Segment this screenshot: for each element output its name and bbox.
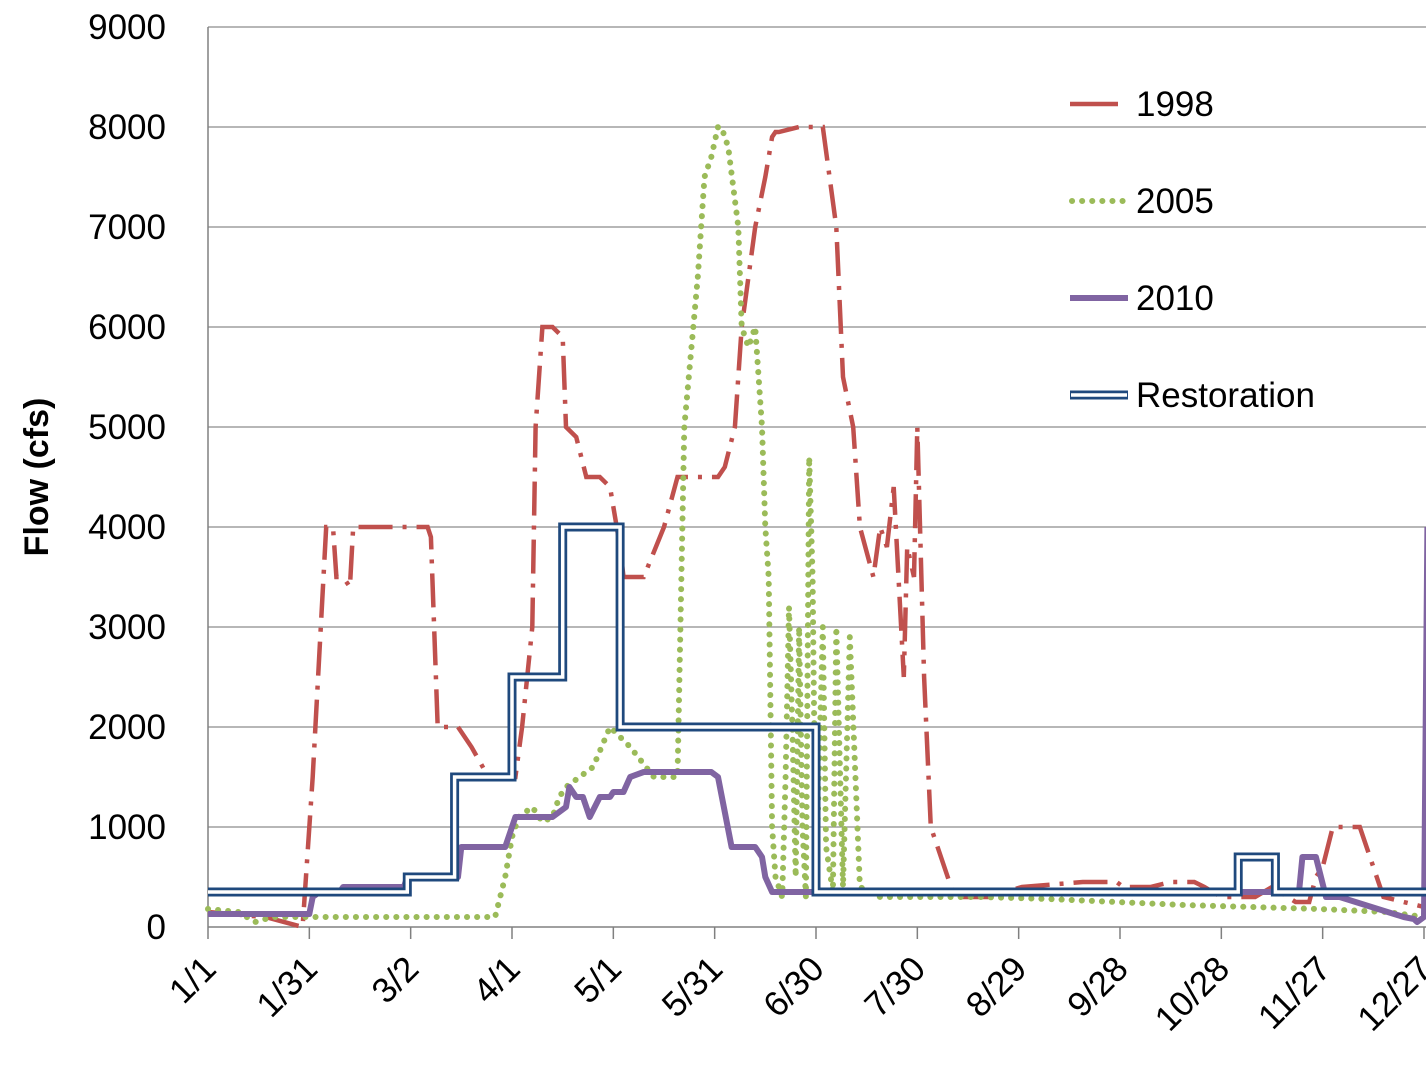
- series-1998-line: [207, 124, 1425, 930]
- x-tick-label: 1/31: [249, 949, 325, 1025]
- legend: 1998 2005 2010 Restoration: [1069, 85, 1315, 415]
- y-tick-label: 3000: [88, 608, 166, 647]
- y-tick-label: 1000: [88, 808, 166, 847]
- y-tick-label: 6000: [88, 308, 166, 347]
- x-tick-label: 10/28: [1147, 949, 1237, 1039]
- y-tick-label: 2000: [88, 708, 166, 747]
- x-tick-label: 11/27: [1251, 949, 1339, 1037]
- series-restoration-line-inner: [208, 525, 1426, 894]
- x-tick-labels: 1/1 1/31 3/2 4/1 5/1 5/31 6/30 7/30 8/29 9/28 10/2…: [162, 927, 1426, 1039]
- y-tick-label: 5000: [88, 408, 166, 447]
- y-tick-label: 0: [147, 908, 166, 947]
- y-tick-labels: 0 1000 2000 3000 4000 5000 6000 7000 8000 9000: [88, 8, 166, 947]
- legend-label-restoration: Restoration: [1136, 376, 1315, 415]
- x-tick-label: 3/2: [364, 949, 426, 1011]
- y-tick-label: 9000: [88, 8, 166, 47]
- legend-label-1998: 1998: [1136, 85, 1214, 124]
- x-tick-label: 8/29: [959, 949, 1035, 1025]
- x-tick-label: 9/28: [1060, 949, 1136, 1025]
- x-tick-label: 7/30: [857, 949, 933, 1025]
- x-tick-label: 5/31: [655, 949, 731, 1025]
- series-lines: [205, 124, 1426, 930]
- x-tick-label: 12/27: [1350, 949, 1426, 1039]
- gridlines: [208, 26, 1426, 828]
- legend-label-2005: 2005: [1136, 182, 1214, 221]
- y-tick-label: 7000: [88, 208, 166, 247]
- x-tick-label: 5/1: [567, 949, 629, 1011]
- x-tick-label: 6/30: [756, 949, 832, 1025]
- legend-label-2010: 2010: [1136, 279, 1214, 318]
- y-tick-label: 4000: [88, 508, 166, 547]
- x-tick-label: 4/1: [466, 949, 528, 1011]
- y-axis-title: Flow (cfs): [18, 398, 56, 557]
- x-tick-label: 1/1: [162, 949, 224, 1011]
- y-tick-label: 8000: [88, 108, 166, 147]
